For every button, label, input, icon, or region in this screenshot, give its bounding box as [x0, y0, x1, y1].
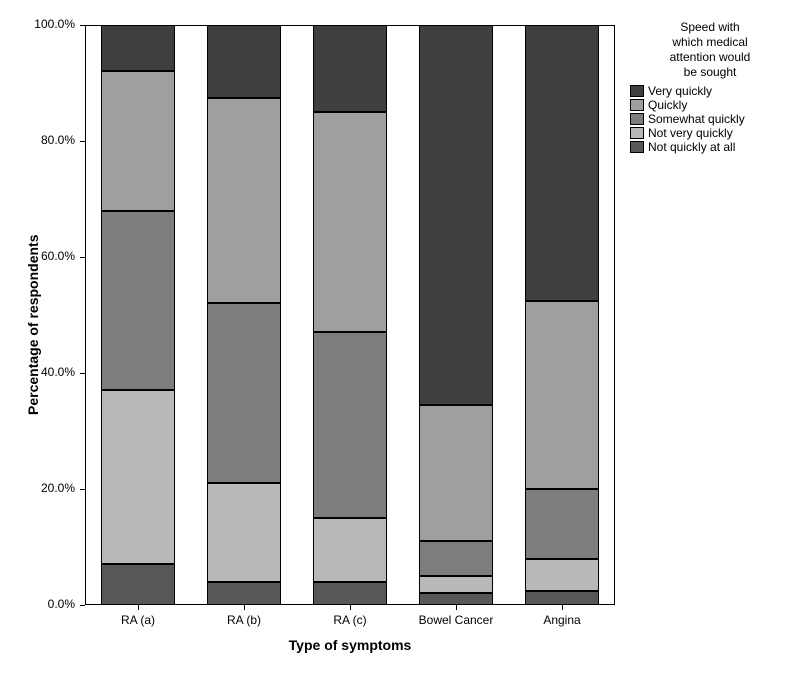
y-tick-label: 60.0% [25, 249, 75, 263]
y-tick-mark [80, 25, 85, 26]
bar-segment [525, 559, 599, 591]
x-axis-title: Type of symptoms [85, 637, 615, 653]
y-tick-label: 40.0% [25, 365, 75, 379]
bar-segment [207, 303, 281, 483]
legend-label: Quickly [648, 98, 687, 112]
bar-segment [101, 390, 175, 564]
bar-segment [313, 112, 387, 332]
bar-segment [313, 582, 387, 605]
bar-segment [525, 25, 599, 301]
y-tick-mark [80, 141, 85, 142]
bar-segment [419, 405, 493, 541]
legend-title: Speed withwhich medicalattention wouldbe… [630, 20, 790, 80]
bar-segment [207, 483, 281, 582]
bar [207, 25, 281, 605]
bar-segment [101, 25, 175, 71]
legend-label: Not very quickly [648, 126, 733, 140]
bar-segment [419, 576, 493, 593]
x-tick-label: RA (c) [297, 613, 403, 627]
chart-container: Percentage of respondents Type of sympto… [0, 0, 800, 700]
legend-item: Not quickly at all [630, 140, 790, 154]
legend-item: Somewhat quickly [630, 112, 790, 126]
x-tick-mark [562, 605, 563, 610]
y-tick-mark [80, 373, 85, 374]
bar-segment [101, 211, 175, 391]
legend-label: Somewhat quickly [648, 112, 745, 126]
legend: Speed withwhich medicalattention wouldbe… [630, 20, 790, 154]
legend-swatch [630, 99, 644, 111]
legend-swatch [630, 127, 644, 139]
bar-segment [419, 593, 493, 605]
legend-label: Very quickly [648, 84, 712, 98]
bar-segment [207, 98, 281, 304]
y-tick-mark [80, 489, 85, 490]
bar [101, 25, 175, 605]
x-tick-mark [456, 605, 457, 610]
bar-segment [101, 71, 175, 210]
y-tick-mark [80, 605, 85, 606]
legend-label: Not quickly at all [648, 140, 735, 154]
bar [525, 25, 599, 605]
legend-item: Very quickly [630, 84, 790, 98]
legend-swatch [630, 113, 644, 125]
x-tick-label: RA (b) [191, 613, 297, 627]
bar-segment [419, 541, 493, 576]
y-tick-label: 100.0% [25, 17, 75, 31]
x-tick-mark [244, 605, 245, 610]
x-tick-label: Angina [509, 613, 615, 627]
x-tick-label: Bowel Cancer [403, 613, 509, 627]
bar-segment [313, 25, 387, 112]
y-tick-label: 80.0% [25, 133, 75, 147]
x-tick-label: RA (a) [85, 613, 191, 627]
bar-segment [207, 25, 281, 98]
x-tick-mark [138, 605, 139, 610]
x-tick-mark [350, 605, 351, 610]
bar-segment [419, 25, 493, 405]
bar-segment [207, 582, 281, 605]
bar [419, 25, 493, 605]
bar-segment [313, 332, 387, 518]
bar-segment [313, 518, 387, 582]
legend-swatch [630, 85, 644, 97]
legend-swatch [630, 141, 644, 153]
bar-segment [525, 301, 599, 490]
bar [313, 25, 387, 605]
y-tick-label: 20.0% [25, 481, 75, 495]
legend-item: Not very quickly [630, 126, 790, 140]
y-tick-label: 0.0% [25, 597, 75, 611]
bar-segment [525, 591, 599, 606]
bar-segment [101, 564, 175, 605]
legend-item: Quickly [630, 98, 790, 112]
y-tick-mark [80, 257, 85, 258]
bar-segment [525, 489, 599, 559]
